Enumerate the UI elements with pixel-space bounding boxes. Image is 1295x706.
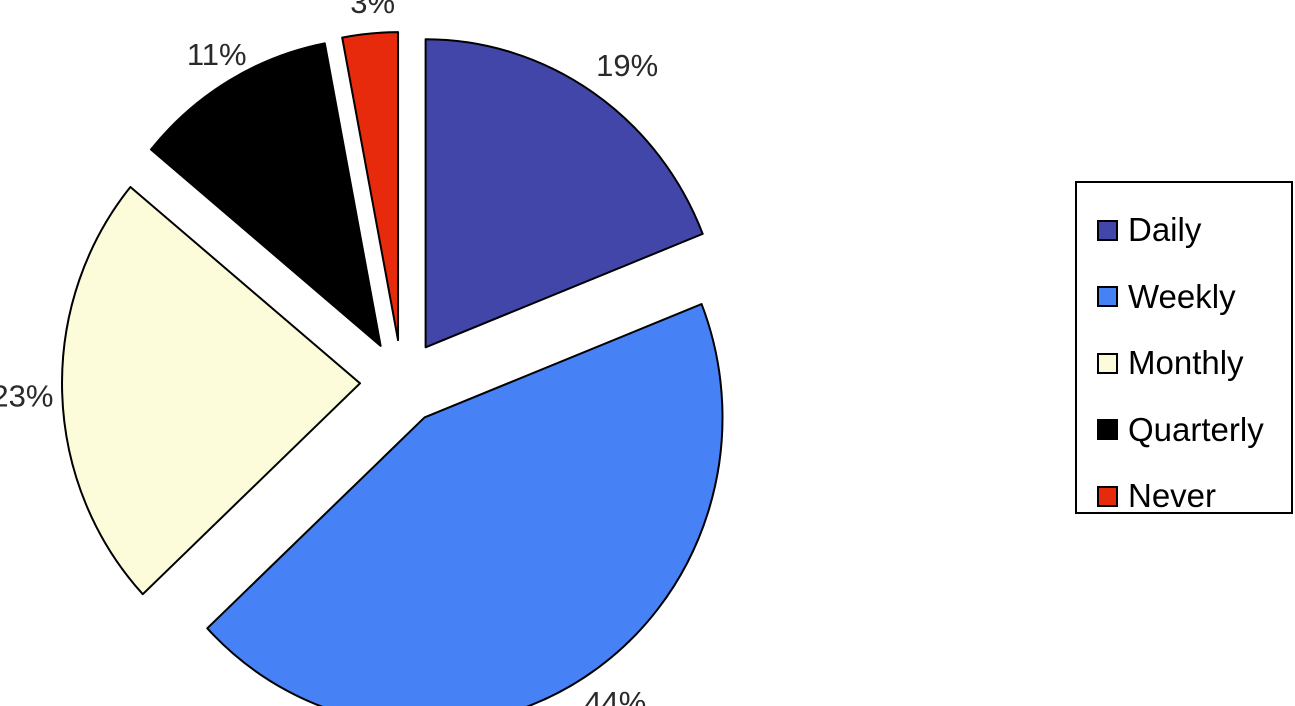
legend-item-weekly: Weekly: [1097, 264, 1291, 331]
chart-legend: Daily Weekly Monthly Quarterly Never: [1075, 181, 1293, 514]
slice-value-label-never: 3%: [350, 0, 395, 20]
pie-slice-never: [341, 31, 400, 342]
legend-swatch: [1097, 485, 1118, 507]
pie-slices: [61, 31, 724, 706]
pie-value-labels: 19% 44% 23% 11% 3%: [0, 0, 658, 706]
pie-slice-monthly: [61, 185, 362, 596]
slice-value-label-quarterly: 11%: [187, 37, 247, 72]
pie-slice-weekly: [206, 303, 724, 706]
legend-swatch: [1097, 419, 1118, 441]
legend-item-never: Never: [1097, 463, 1291, 530]
slice-value-label-daily: 19%: [596, 48, 658, 83]
legend-item-daily: Daily: [1097, 197, 1291, 264]
legend-label: Quarterly: [1128, 410, 1264, 448]
slice-value-label-weekly: 44%: [584, 685, 646, 706]
legend-label: Weekly: [1128, 277, 1236, 315]
legend-swatch: [1097, 352, 1118, 374]
legend-label: Daily: [1128, 211, 1202, 249]
pie-slice-daily: [424, 38, 704, 349]
legend-label: Never: [1128, 477, 1217, 515]
legend-item-quarterly: Quarterly: [1097, 397, 1291, 464]
pie-slice-quarterly: [150, 42, 382, 347]
legend-item-monthly: Monthly: [1097, 330, 1291, 397]
slice-value-label-monthly: 23%: [0, 378, 53, 413]
legend-swatch: [1097, 286, 1118, 308]
legend-label: Monthly: [1128, 344, 1244, 382]
legend-swatch: [1097, 219, 1118, 241]
